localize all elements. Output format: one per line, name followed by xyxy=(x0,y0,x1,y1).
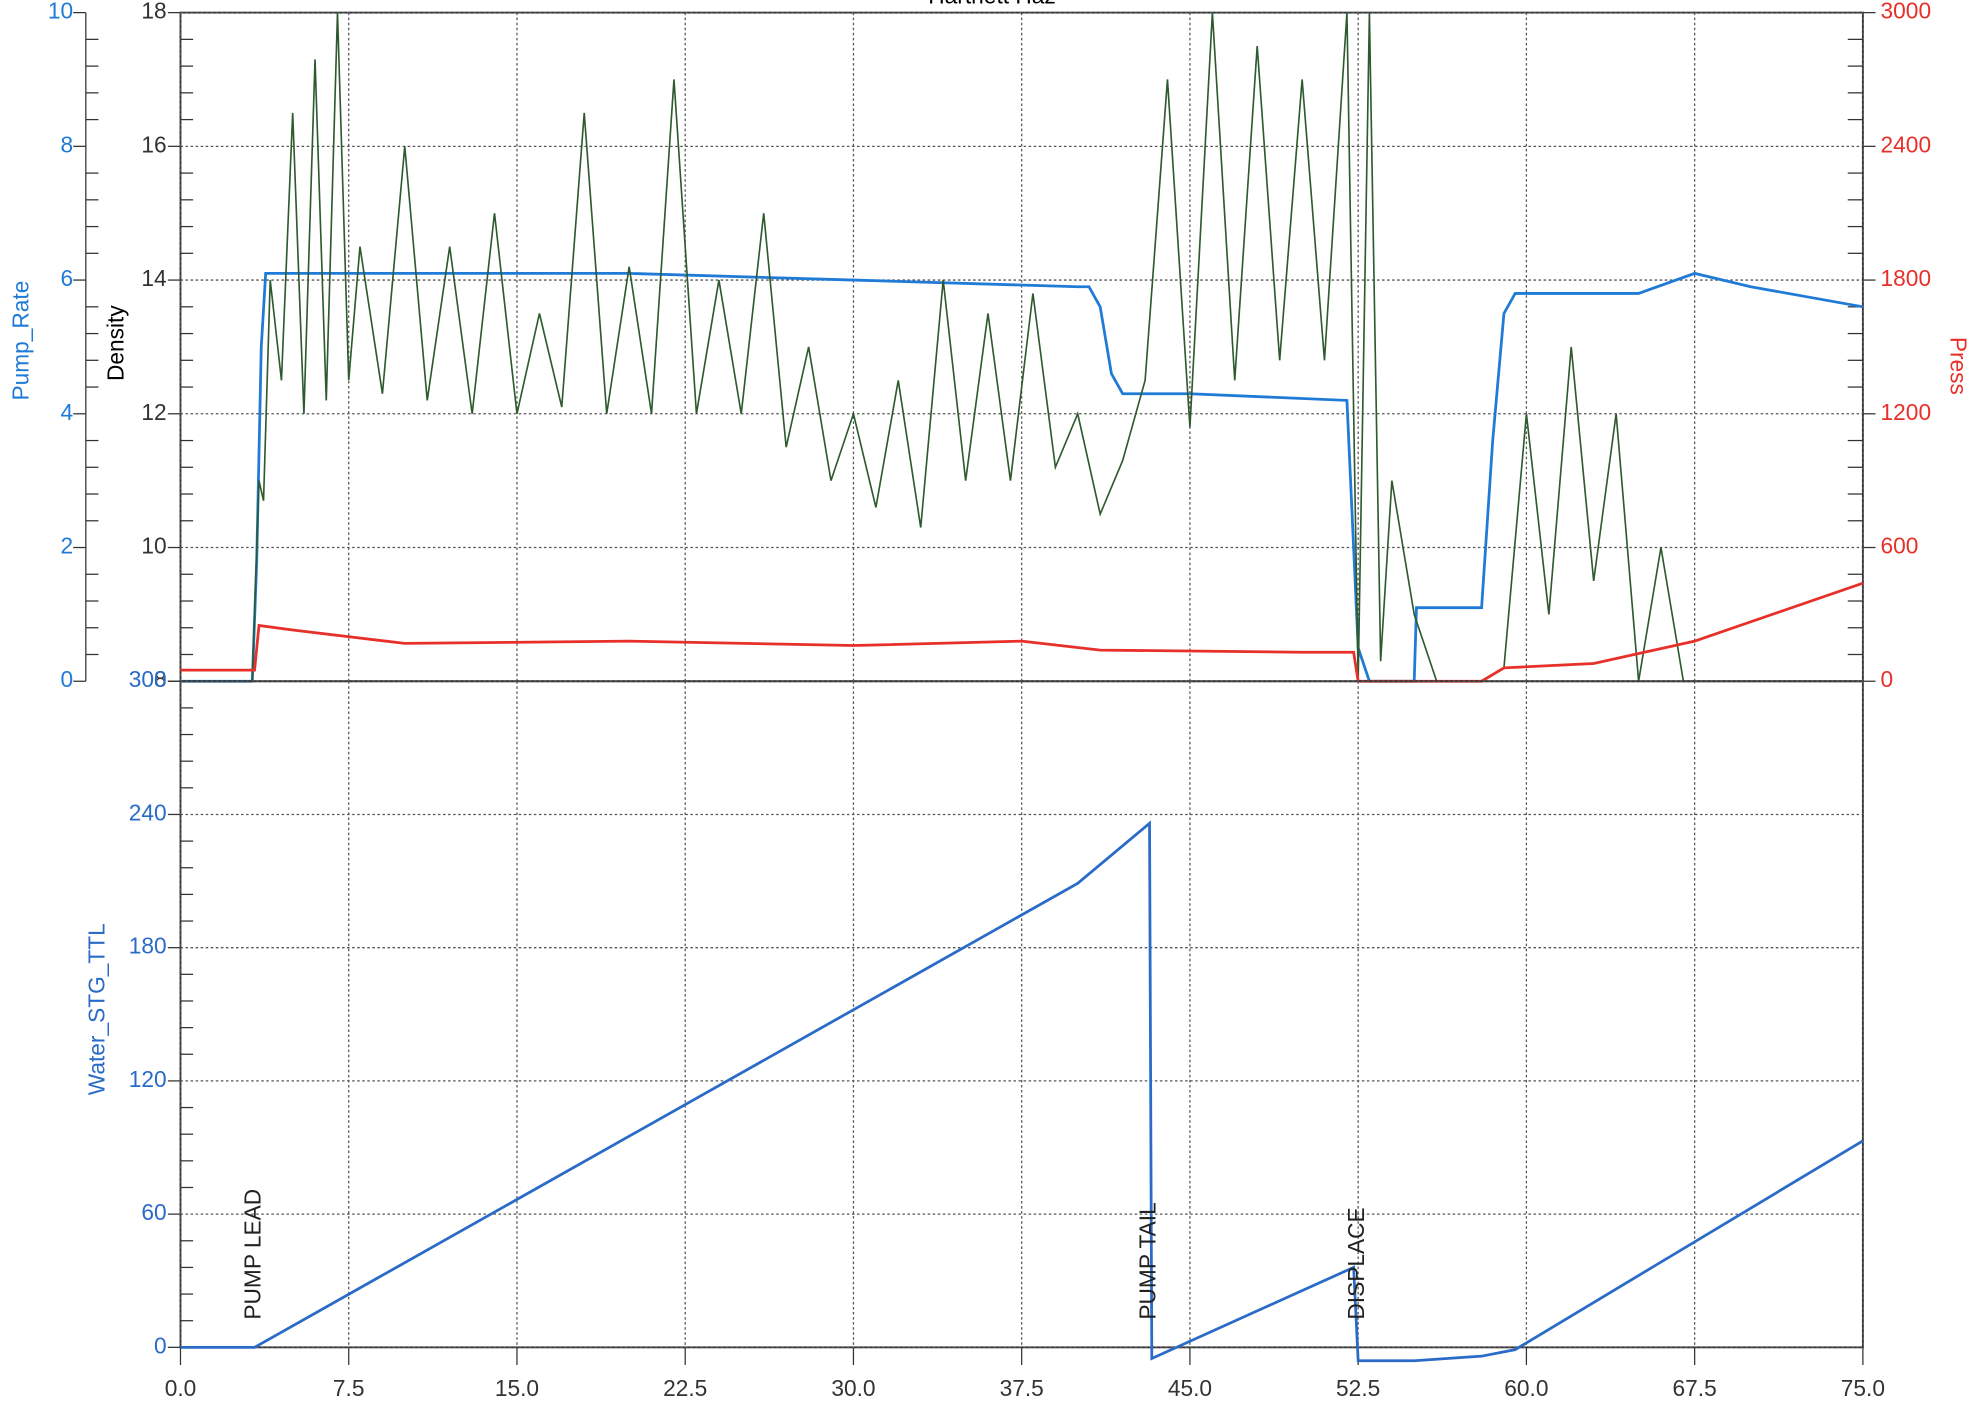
y-tick-label: 8 xyxy=(61,131,74,157)
y-tick-label: 0 xyxy=(154,1332,167,1358)
x-tick-label: 52.5 xyxy=(1336,1375,1380,1401)
y-tick-label: 8 xyxy=(154,666,167,692)
annotation: PUMP TAIL xyxy=(1135,1202,1161,1319)
x-tick-label: 22.5 xyxy=(663,1375,707,1401)
x-tick-label: 7.5 xyxy=(333,1375,365,1401)
x-tick-label: 30.0 xyxy=(831,1375,875,1401)
y-tick-label: 10 xyxy=(141,533,166,559)
y-tick-label: 240 xyxy=(129,799,167,825)
x-tick-label: 45.0 xyxy=(1168,1375,1212,1401)
data-line xyxy=(180,271,1864,683)
y-tick-label: 6 xyxy=(61,265,74,291)
y-tick-label: 2400 xyxy=(1881,131,1932,157)
y-axis-title: Pump_Rate xyxy=(8,281,34,401)
y-tick-label: 120 xyxy=(129,1066,167,1092)
y-tick-label: 18 xyxy=(141,0,166,24)
y-tick-label: 14 xyxy=(141,265,166,291)
y-tick-label: 0 xyxy=(1881,666,1894,692)
y3-axis-title: Density xyxy=(102,305,128,381)
y-tick-label: 3000 xyxy=(1881,0,1932,24)
x-tick-label: 15.0 xyxy=(495,1375,539,1401)
x-tick-label: 37.5 xyxy=(1000,1375,1044,1401)
annotation: DISPLACE xyxy=(1343,1207,1369,1319)
y-tick-label: 2 xyxy=(61,533,74,559)
chart-title: Hartnett Haz xyxy=(928,0,1055,8)
annotation: PUMP LEAD xyxy=(240,1189,266,1320)
data-line xyxy=(180,820,1864,1363)
y-axis-title: Water_STG_TTL xyxy=(83,923,109,1095)
y-tick-label: 1800 xyxy=(1881,265,1932,291)
y2-axis-title: Press xyxy=(1945,337,1971,395)
y-tick-label: 16 xyxy=(141,131,166,157)
y-tick-label: 180 xyxy=(129,933,167,959)
y-tick-label: 600 xyxy=(1881,533,1919,559)
x-tick-label: 0.0 xyxy=(165,1375,197,1401)
y-tick-label: 0 xyxy=(61,666,74,692)
y-tick-label: 12 xyxy=(141,399,166,425)
y-tick-label: 1200 xyxy=(1881,399,1932,425)
y-tick-label: 60 xyxy=(141,1199,166,1225)
x-tick-label: 75.0 xyxy=(1841,1375,1885,1401)
y-tick-label: 10 xyxy=(48,0,73,24)
x-tick-label: 60.0 xyxy=(1504,1375,1548,1401)
data-line xyxy=(180,581,1864,683)
y-tick-label: 4 xyxy=(61,399,74,425)
y-tick-label: 300 xyxy=(129,666,167,692)
x-tick-label: 67.5 xyxy=(1673,1375,1717,1401)
